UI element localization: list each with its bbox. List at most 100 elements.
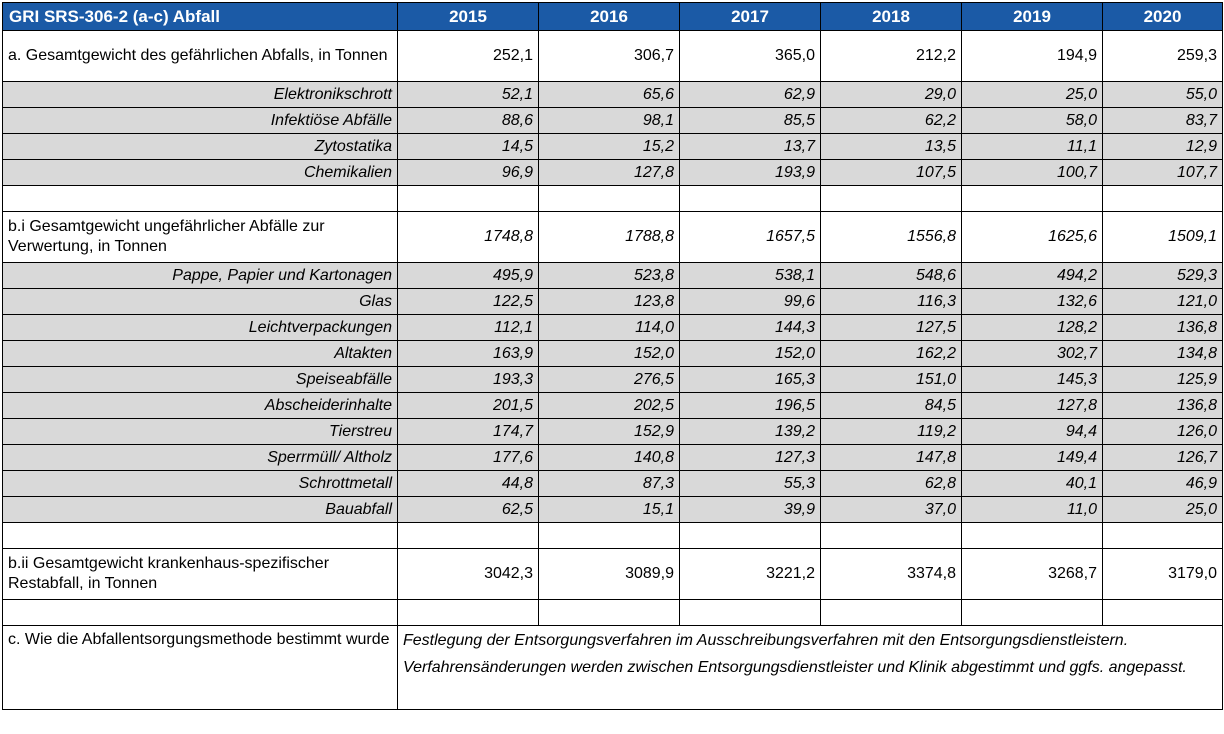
- value-cell: 3374,8: [820, 548, 962, 600]
- value-cell: 1657,5: [679, 211, 821, 263]
- category-label: Tierstreu: [2, 418, 398, 445]
- value-cell: 145,3: [961, 366, 1103, 393]
- empty-cell: [397, 599, 539, 626]
- empty-cell: [820, 522, 962, 549]
- value-cell: 1748,8: [397, 211, 539, 263]
- value-cell: 548,6: [820, 262, 962, 289]
- value-cell: 126,0: [1102, 418, 1223, 445]
- empty-cell: [961, 599, 1103, 626]
- value-cell: 55,3: [679, 470, 821, 497]
- empty-cell: [961, 185, 1103, 212]
- value-cell: 523,8: [538, 262, 680, 289]
- value-cell: 107,5: [820, 159, 962, 186]
- waste-table: GRI SRS-306-2 (a-c) Abfall 2015 2016 201…: [2, 2, 1223, 710]
- category-row: Schrottmetall 44,8 87,3 55,3 62,8 40,1 46,9: [2, 470, 1223, 497]
- value-cell: 494,2: [961, 262, 1103, 289]
- value-cell: 194,9: [961, 30, 1103, 82]
- empty-cell: [1102, 185, 1223, 212]
- method-row: c. Wie die Abfallentsorgungsmethode best…: [2, 625, 1223, 710]
- value-cell: 116,3: [820, 288, 962, 315]
- value-cell: 46,9: [1102, 470, 1223, 497]
- value-cell: 1788,8: [538, 211, 680, 263]
- category-row: Chemikalien 96,9 127,8 193,9 107,5 100,7 107,7: [2, 159, 1223, 186]
- value-cell: 193,3: [397, 366, 539, 393]
- value-cell: 123,8: [538, 288, 680, 315]
- empty-cell: [820, 185, 962, 212]
- value-cell: 126,7: [1102, 444, 1223, 471]
- category-row: Infektiöse Abfälle 88,6 98,1 85,5 62,2 58,0 83…: [2, 107, 1223, 134]
- value-cell: 13,7: [679, 133, 821, 160]
- value-cell: 14,5: [397, 133, 539, 160]
- value-cell: 139,2: [679, 418, 821, 445]
- category-label: Chemikalien: [2, 159, 398, 186]
- value-cell: 62,5: [397, 496, 539, 523]
- value-cell: 52,1: [397, 81, 539, 108]
- value-cell: 44,8: [397, 470, 539, 497]
- year-header: 2015: [397, 2, 539, 31]
- empty-cell: [2, 185, 398, 212]
- empty-cell: [397, 185, 539, 212]
- value-cell: 128,2: [961, 314, 1103, 341]
- category-row: Pappe, Papier und Kartonagen 495,9 523,8 53…: [2, 262, 1223, 289]
- spacer-row: [2, 599, 1223, 626]
- value-cell: 39,9: [679, 496, 821, 523]
- value-cell: 15,2: [538, 133, 680, 160]
- value-cell: 114,0: [538, 314, 680, 341]
- value-cell: 98,1: [538, 107, 680, 134]
- value-cell: 11,1: [961, 133, 1103, 160]
- value-cell: 25,0: [961, 81, 1103, 108]
- value-cell: 1509,1: [1102, 211, 1223, 263]
- value-cell: 112,1: [397, 314, 539, 341]
- year-header: 2020: [1102, 2, 1223, 31]
- method-answer: Festlegung der Entsorgungsverfahren im A…: [397, 625, 1223, 710]
- value-cell: 140,8: [538, 444, 680, 471]
- value-cell: 147,8: [820, 444, 962, 471]
- value-cell: 174,7: [397, 418, 539, 445]
- value-cell: 87,3: [538, 470, 680, 497]
- empty-cell: [820, 599, 962, 626]
- value-cell: 99,6: [679, 288, 821, 315]
- year-header: 2016: [538, 2, 680, 31]
- value-cell: 127,8: [961, 392, 1103, 419]
- value-cell: 62,2: [820, 107, 962, 134]
- value-cell: 529,3: [1102, 262, 1223, 289]
- value-cell: 127,8: [538, 159, 680, 186]
- empty-cell: [2, 522, 398, 549]
- value-cell: 127,3: [679, 444, 821, 471]
- category-label: Schrottmetall: [2, 470, 398, 497]
- total-label: b.i Gesamtgewicht ungefährlicher Abfälle…: [2, 211, 398, 263]
- value-cell: 65,6: [538, 81, 680, 108]
- empty-cell: [679, 599, 821, 626]
- value-cell: 165,3: [679, 366, 821, 393]
- value-cell: 495,9: [397, 262, 539, 289]
- value-cell: 88,6: [397, 107, 539, 134]
- empty-cell: [538, 522, 680, 549]
- value-cell: 202,5: [538, 392, 680, 419]
- table-body: a. Gesamtgewicht des gefährlichen Abfall…: [2, 30, 1223, 626]
- year-header: 2017: [679, 2, 821, 31]
- empty-cell: [679, 522, 821, 549]
- category-row: Speiseabfälle 193,3 276,5 165,3 151,0 145,3 12…: [2, 366, 1223, 393]
- category-label: Elektronikschrott: [2, 81, 398, 108]
- value-cell: 132,6: [961, 288, 1103, 315]
- value-cell: 84,5: [820, 392, 962, 419]
- table-title: GRI SRS-306-2 (a-c) Abfall: [2, 2, 398, 31]
- value-cell: 125,9: [1102, 366, 1223, 393]
- total-row: a. Gesamtgewicht des gefährlichen Abfall…: [2, 30, 1223, 82]
- category-label: Speiseabfälle: [2, 366, 398, 393]
- value-cell: 100,7: [961, 159, 1103, 186]
- value-cell: 152,0: [538, 340, 680, 367]
- value-cell: 162,2: [820, 340, 962, 367]
- value-cell: 62,9: [679, 81, 821, 108]
- total-row: b.i Gesamtgewicht ungefährlicher Abfälle…: [2, 211, 1223, 263]
- spacer-row: [2, 185, 1223, 212]
- method-question: c. Wie die Abfallentsorgungsmethode best…: [2, 625, 398, 710]
- value-cell: 55,0: [1102, 81, 1223, 108]
- header-row: GRI SRS-306-2 (a-c) Abfall 2015 2016 201…: [2, 2, 1223, 31]
- value-cell: 193,9: [679, 159, 821, 186]
- value-cell: 3268,7: [961, 548, 1103, 600]
- year-header: 2019: [961, 2, 1103, 31]
- value-cell: 62,8: [820, 470, 962, 497]
- value-cell: 121,0: [1102, 288, 1223, 315]
- value-cell: 201,5: [397, 392, 539, 419]
